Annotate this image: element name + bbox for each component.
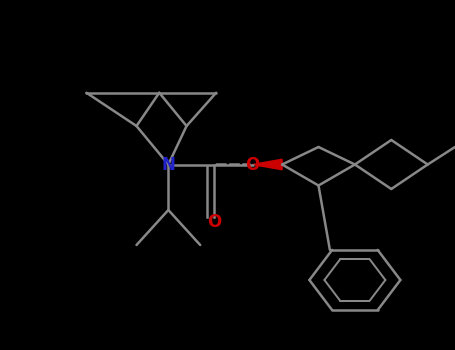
Text: O: O — [245, 155, 260, 174]
Text: N: N — [162, 155, 175, 174]
Text: O: O — [207, 213, 221, 231]
Polygon shape — [253, 159, 282, 170]
